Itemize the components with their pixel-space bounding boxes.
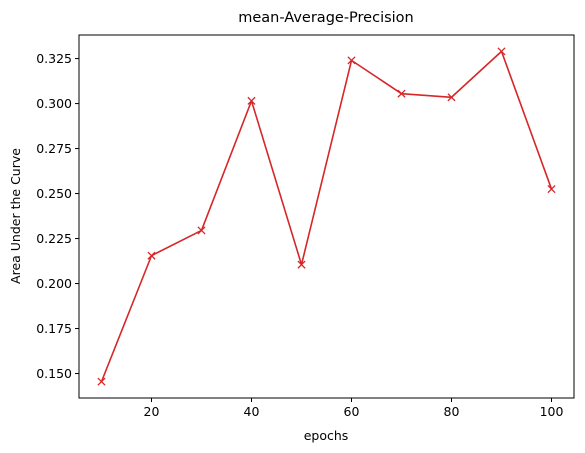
y-axis: 0.150 0.175 0.200 0.225 0.250 0.275 0.300 0.325 — [36, 51, 79, 381]
x-tick-label: 20 — [144, 404, 160, 419]
data-point-x-marker — [247, 96, 256, 105]
y-tick-label: 0.275 — [36, 141, 72, 156]
data-point-x-marker — [147, 251, 156, 260]
y-tick-label: 0.250 — [36, 186, 72, 201]
series-layer — [97, 47, 556, 386]
y-tick-label: 0.175 — [36, 321, 72, 336]
plot-frame — [78, 34, 575, 399]
data-point-x-marker — [547, 184, 556, 194]
chart-title: mean-Average-Precision — [238, 10, 414, 26]
data-point-x-marker — [447, 93, 456, 102]
y-tick-label: 0.325 — [36, 51, 72, 66]
series-line — [100, 50, 553, 382]
data-point-x-marker — [297, 260, 306, 269]
x-tick-label: 40 — [244, 404, 260, 419]
data-point-x-marker — [97, 377, 106, 386]
y-tick-label: 0.225 — [36, 231, 72, 246]
y-tick-label: 0.150 — [36, 366, 72, 381]
data-point-x-marker — [347, 56, 356, 65]
x-tick-label: 80 — [444, 404, 460, 419]
data-point-x-marker — [497, 47, 506, 56]
data-point-x-marker — [197, 226, 206, 235]
y-tick-label: 0.300 — [36, 96, 72, 111]
y-axis-label: Area Under the Curve — [8, 148, 23, 284]
x-axis-label: epochs — [304, 428, 349, 443]
x-tick-label: 60 — [344, 404, 360, 419]
data-point-x-marker — [397, 89, 406, 98]
x-tick-label: 100 — [540, 404, 564, 419]
x-axis: 20 40 60 80 100 — [144, 398, 564, 419]
y-tick-label: 0.200 — [36, 276, 72, 291]
